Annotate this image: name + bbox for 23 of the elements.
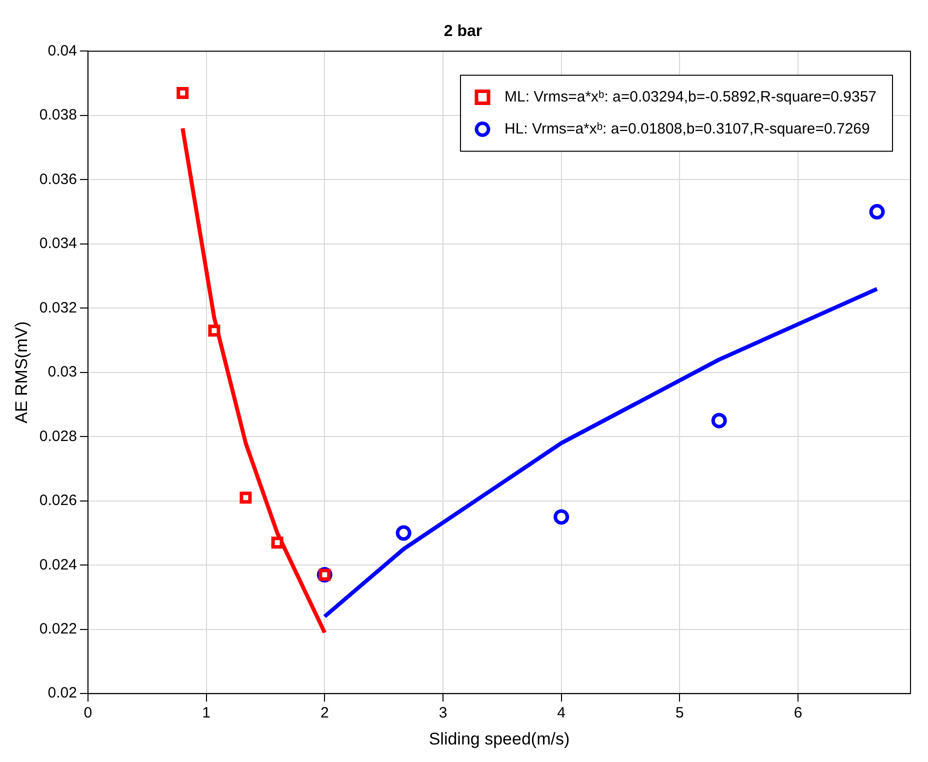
y-tick-label: 0.028 <box>39 428 77 445</box>
y-tick-label: 0.024 <box>39 556 77 574</box>
y-tick-label: 0.036 <box>39 170 77 188</box>
x-axis-title: Sliding speed(m/s) <box>428 729 570 748</box>
legend-label: HL: Vrms=a*xᵇ: a=0.01808,b=0.3107,R-square=0.7269 <box>504 120 870 138</box>
y-tick-label: 0.038 <box>39 106 77 124</box>
y-tick-label: 0.04 <box>48 42 77 60</box>
x-tick-label: 2 <box>320 704 329 722</box>
y-axis-title: AE RMS(mV) <box>12 321 31 424</box>
x-tick-label: 1 <box>202 704 210 722</box>
x-tick-label: 5 <box>676 704 684 722</box>
y-tick-label: 0.034 <box>39 235 77 252</box>
y-tick-label: 0.026 <box>39 492 77 510</box>
x-tick-label: 4 <box>557 704 566 722</box>
y-tick-label: 0.03 <box>48 364 77 381</box>
y-tick-label: 0.022 <box>39 620 77 638</box>
x-tick-label: 6 <box>794 704 802 722</box>
y-tick-label: 0.032 <box>39 299 77 316</box>
x-tick-label: 3 <box>438 704 448 722</box>
legend-label: ML: Vrms=a*xᵇ: a=0.03294,b=-0.5892,R-square=0.9357 <box>504 88 877 106</box>
x-tick-label: 0 <box>84 704 92 722</box>
y-tick-label: 0.02 <box>48 684 77 702</box>
chart-title: 2 bar <box>444 23 482 40</box>
